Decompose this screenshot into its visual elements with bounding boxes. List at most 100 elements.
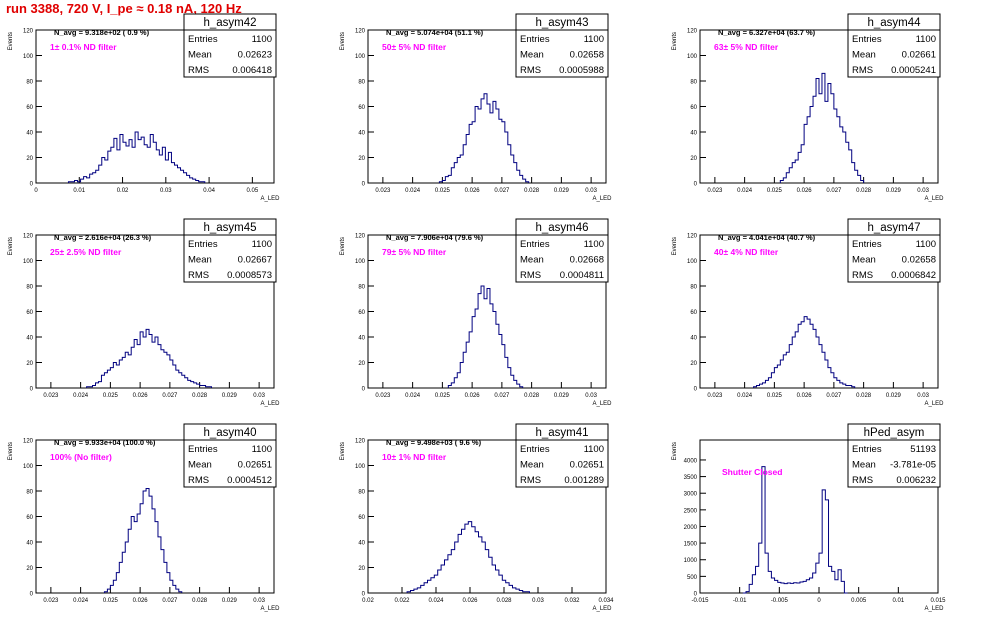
x-tick-label: 0.025 [103,393,119,399]
navg-label: N_avg = 7.906e+04 (79.6 %) [386,233,484,242]
y-tick-label: 3500 [684,475,698,481]
x-tick-label: -0.005 [771,598,789,604]
y-tick-label: 40 [690,131,697,137]
stats-key: Entries [520,444,550,455]
x-tick-label: 0.027 [162,393,178,399]
y-tick-label: 2000 [684,525,698,531]
y-tick-label: 40 [26,131,33,137]
y-tick-label: 100 [687,54,698,60]
y-tick-label: 80 [358,285,365,291]
histogram-name: h_asym43 [535,17,588,29]
y-tick-label: 100 [23,54,34,60]
x-tick-label: 0.023 [43,598,59,604]
y-tick-label: 1500 [684,542,698,548]
x-tick-label: 0.02 [362,598,374,604]
stats-key: Entries [188,239,218,250]
histogram-name: h_asym42 [203,17,256,29]
y-tick-label: 80 [358,80,365,86]
y-tick-label: 40 [690,336,697,342]
y-axis-label: Events [8,442,14,460]
navg-label: N_avg = 6.327e+04 (63.7 %) [718,28,816,37]
stats-key: Mean [520,50,544,61]
x-tick-label: 0.024 [737,188,753,194]
x-tick-label: 0.025 [767,393,783,399]
panel-h_asym43: 0 20 40 60 80 100 120 0.023 0.024 0.025 0.026 0.027… [340,13,612,202]
panel-hPed_asym: 0 500 1000 1500 2000 2500 3000 3500 4000 -0.015 -0… [672,423,946,612]
y-axis-label: Events [672,442,678,460]
stats-key: Entries [852,239,882,250]
y-tick-label: 100 [23,464,34,470]
histogram-series [86,328,213,388]
x-tick-label: 0.032 [564,598,580,604]
stats-value: 0.006232 [896,475,936,486]
x-tick-label: 0.03 [585,188,597,194]
panel-h_asym44: 0 20 40 60 80 100 120 0.023 0.024 0.025 0.026 0.027… [672,13,944,202]
x-tick-label: 0.034 [598,598,614,604]
y-tick-label: 20 [26,156,33,162]
histogram-name: hPed_asym [864,427,925,439]
stats-value: 0.02623 [238,50,272,61]
histogram-series [67,131,206,183]
y-tick-label: 100 [687,259,698,265]
stats-key: Mean [852,50,876,61]
stats-box-body [183,439,277,488]
panel-h_asym41: 0 20 40 60 80 100 120 0.02 0.022 0.024 0.026 0.028 0… [340,423,614,612]
y-tick-label: 40 [358,336,365,342]
stats-value: 0.0004811 [560,270,604,281]
y-tick-label: 80 [26,80,33,86]
y-tick-label: 4000 [684,458,698,464]
y-axis-label: Events [8,237,14,255]
x-tick-label: 0.03 [253,393,265,399]
y-tick-label: 0 [30,387,34,393]
x-tick-label: 0.024 [428,598,444,604]
x-tick-label: 0.026 [797,393,813,399]
stats-box: h_asym43 Entries 1100 Mean 0.02658 RMS 0.00059… [515,13,609,78]
y-tick-label: 80 [690,80,697,86]
panel-h_asym42: 0 20 40 60 80 100 120 0 0.01 0.02 0.03 0.04 0.05 Even… [8,13,280,202]
stats-key: Entries [520,239,550,250]
stats-box: h_asym40 Entries 1100 Mean 0.02651 RMS 0.00045… [183,423,277,488]
histogram-series [742,466,848,594]
filter-label: 40± 4% ND filter [714,247,779,257]
histogram-name: h_asym45 [203,222,256,234]
y-tick-label: 40 [358,541,365,547]
x-tick-label: 0.015 [930,598,946,604]
stats-box: h_asym41 Entries 1100 Mean 0.02651 RMS 0.00128… [515,423,609,488]
y-tick-label: 2500 [684,508,698,514]
x-tick-label: 0.023 [375,393,391,399]
histogram-series [103,487,183,593]
stats-value: 0.02651 [570,460,604,471]
y-tick-label: 20 [358,566,365,572]
x-axis-label: A_LED [924,196,944,202]
stats-value: 1100 [584,34,604,45]
y-tick-label: 0 [694,592,698,598]
stats-key: Entries [852,34,882,45]
y-tick-label: 100 [23,259,34,265]
stats-key: RMS [520,270,541,281]
x-tick-label: 0.04 [203,188,215,194]
page-title: run 3388, 720 V, I_pe ≈ 0.18 nA, 120 Hz [6,1,242,16]
stats-value: 0.02668 [570,255,604,266]
y-tick-label: 120 [687,234,698,240]
navg-label: N_avg = 4.041e+04 (40.7 %) [718,233,816,242]
filter-label: 1± 0.1% ND filter [50,42,117,52]
y-tick-label: 60 [26,310,33,316]
stats-value: 0.02651 [238,460,272,471]
stats-value: 1100 [916,239,936,250]
x-tick-label: -0.015 [691,598,709,604]
stats-box-body [847,439,941,488]
filter-label: Shutter Closed [722,467,782,477]
y-axis-label: Events [672,237,678,255]
stats-value: 1100 [252,239,272,250]
y-tick-label: 120 [687,29,698,35]
x-tick-label: 0.028 [856,188,872,194]
stats-key: RMS [188,270,209,281]
stats-value: 0.02658 [902,255,936,266]
x-tick-label: 0.025 [435,188,451,194]
x-tick-label: 0.005 [851,598,867,604]
y-tick-label: 60 [26,515,33,521]
x-tick-label: 0.029 [554,188,570,194]
x-axis-label: A_LED [260,196,280,202]
filter-label: 63± 5% ND filter [714,42,779,52]
